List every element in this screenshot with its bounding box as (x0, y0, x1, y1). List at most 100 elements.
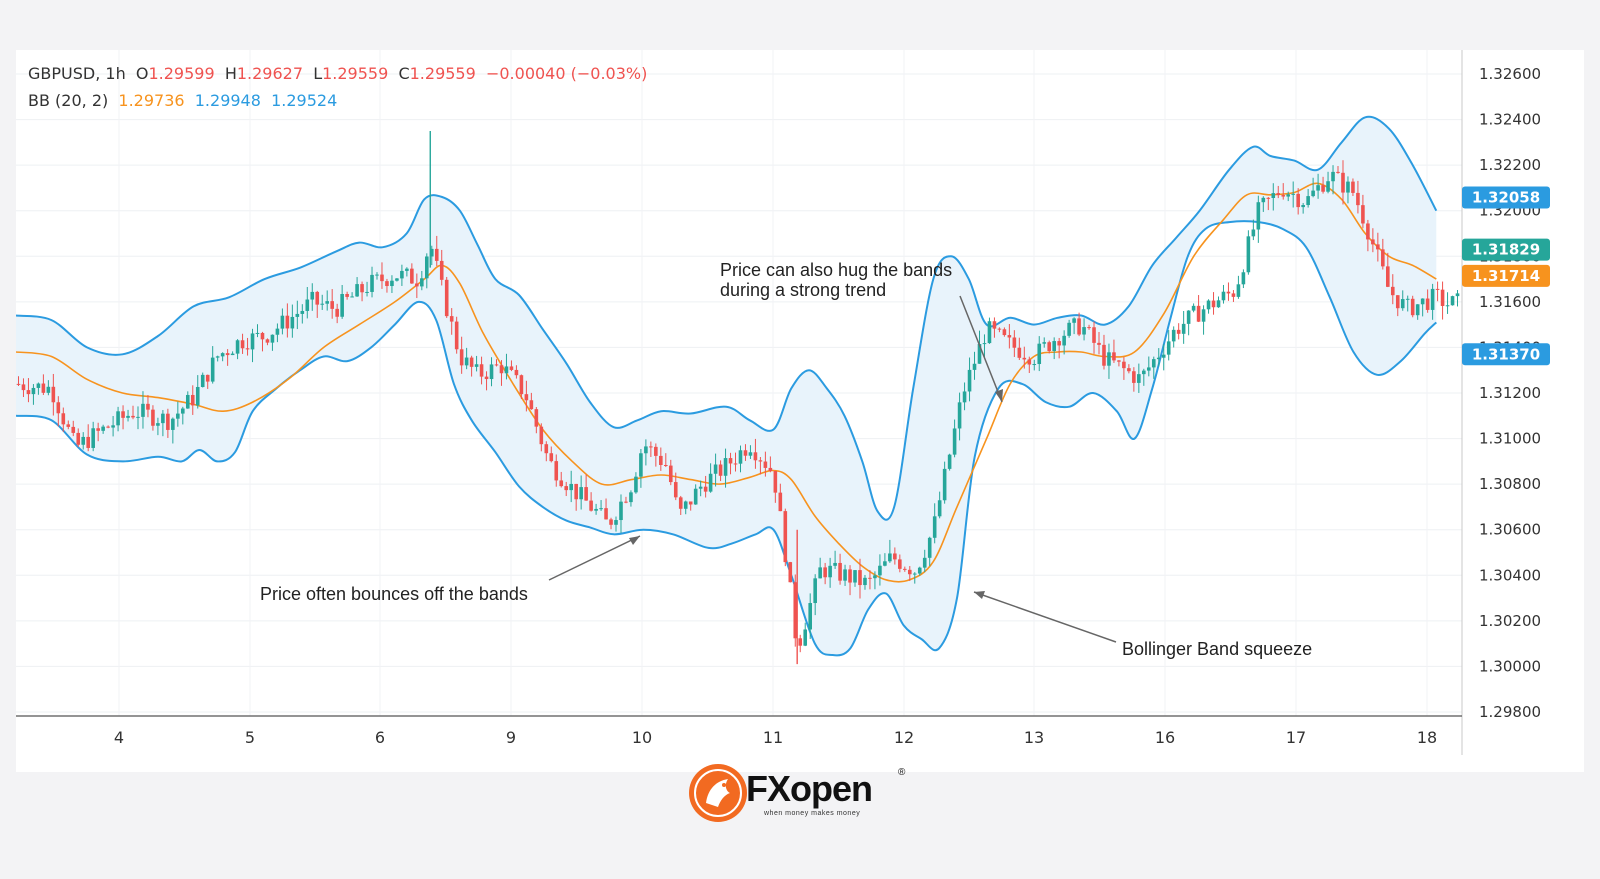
candle-body (1271, 193, 1276, 198)
candle-body (788, 562, 793, 583)
candle-body (738, 450, 743, 464)
candle-body (464, 357, 469, 366)
candle-body (624, 501, 628, 503)
candle-body (1057, 341, 1061, 346)
candle-body (195, 386, 200, 406)
candle-body (713, 464, 718, 474)
candle-body (151, 409, 155, 426)
candle-body (723, 458, 728, 476)
candle-body (1127, 368, 1131, 372)
price-chart[interactable]: 1.326001.324001.322001.320001.318001.316… (16, 50, 1584, 772)
candle-body (947, 454, 952, 469)
x-tick-label: 18 (1417, 728, 1437, 747)
candle-body (260, 332, 265, 340)
candle-body (783, 511, 788, 563)
candle-body (833, 562, 837, 566)
candle-body (420, 278, 424, 287)
candle-body (1430, 288, 1435, 310)
logo-brand: FXopen (746, 768, 872, 809)
candle-body (1082, 327, 1086, 335)
candle-body (644, 446, 648, 454)
candle-body (703, 486, 708, 492)
candle-body (56, 402, 61, 414)
x-tick-label: 9 (506, 728, 516, 747)
candle-body (1450, 296, 1455, 306)
candle-body (106, 426, 110, 428)
candle-body (1097, 342, 1101, 345)
candle-body (1022, 357, 1027, 360)
y-axis-ticks: 1.326001.324001.322001.320001.318001.316… (1479, 65, 1541, 721)
logo-registered: ® (898, 767, 906, 778)
candle-body (1386, 266, 1390, 287)
candle-body (1072, 318, 1076, 323)
candle-body (907, 569, 912, 575)
candle-body (1356, 192, 1360, 206)
candle-body (574, 483, 578, 500)
candle-body (355, 284, 359, 297)
candle-body (190, 394, 195, 406)
candle-body (146, 403, 150, 410)
candle-body (903, 568, 907, 570)
annotation-hug-line1: Price can also hug the bands (720, 260, 952, 280)
candle-body (1321, 185, 1325, 192)
candle-body (1221, 291, 1226, 301)
candle-body (1261, 197, 1266, 203)
y-tick-label: 1.32200 (1479, 156, 1541, 174)
annotation-hug: Price can also hug the bands during a st… (720, 260, 1003, 403)
candle-body (240, 340, 245, 349)
ohlc-legend: GBPUSD, 1h O1.29599 H1.29627 L1.29559 C1… (28, 64, 647, 83)
candle-body (599, 508, 603, 510)
candle-body (280, 315, 285, 329)
candle-body (748, 452, 753, 456)
candle-body (360, 284, 364, 293)
candle-body (619, 501, 623, 521)
candle-body (16, 383, 21, 385)
candle-body (683, 501, 688, 509)
candle-body (1146, 367, 1151, 371)
candle-body (335, 308, 339, 317)
logo-tagline: when money makes money (763, 810, 860, 817)
candle-body (1381, 249, 1385, 267)
candle-body (200, 374, 205, 387)
candle-body (1236, 284, 1241, 297)
candle-body (853, 570, 857, 583)
candle-body (609, 519, 613, 525)
candle-body (36, 383, 41, 388)
y-tick-label: 1.30000 (1479, 657, 1541, 675)
candle-body (1176, 329, 1181, 334)
candle-body (1017, 347, 1022, 358)
candle-body (26, 390, 31, 395)
candle-body (878, 565, 882, 576)
candle-body (101, 426, 105, 431)
candle-body (967, 369, 972, 392)
candle-body (932, 516, 937, 538)
candle-body (469, 357, 474, 367)
candle-body (1256, 202, 1261, 230)
candle-body (1161, 354, 1166, 358)
candle-body (400, 270, 404, 279)
candle-body (1062, 335, 1066, 346)
candle-body (992, 321, 997, 329)
candle-body (1226, 291, 1231, 294)
candle-body (1306, 196, 1310, 206)
candle-body (424, 256, 429, 279)
candle-body (1211, 300, 1216, 308)
candle-body (1395, 295, 1400, 309)
candle-body (957, 402, 962, 429)
candle-body (171, 418, 175, 430)
candle-body (310, 291, 315, 300)
bb-label: BB (20, 2) (28, 91, 109, 110)
candle-body (778, 492, 783, 512)
candle-body (66, 424, 71, 427)
candle-body (255, 332, 260, 334)
candle-body (1420, 298, 1425, 305)
y-tick-label: 1.30400 (1479, 566, 1541, 584)
candle-body (818, 567, 822, 579)
candle-body (529, 400, 534, 410)
candle-body (1311, 190, 1315, 197)
candle-body (1336, 171, 1340, 173)
candle-body (519, 375, 524, 395)
candle-body (484, 376, 489, 380)
candle-body (858, 570, 862, 586)
candle-body (21, 384, 26, 391)
